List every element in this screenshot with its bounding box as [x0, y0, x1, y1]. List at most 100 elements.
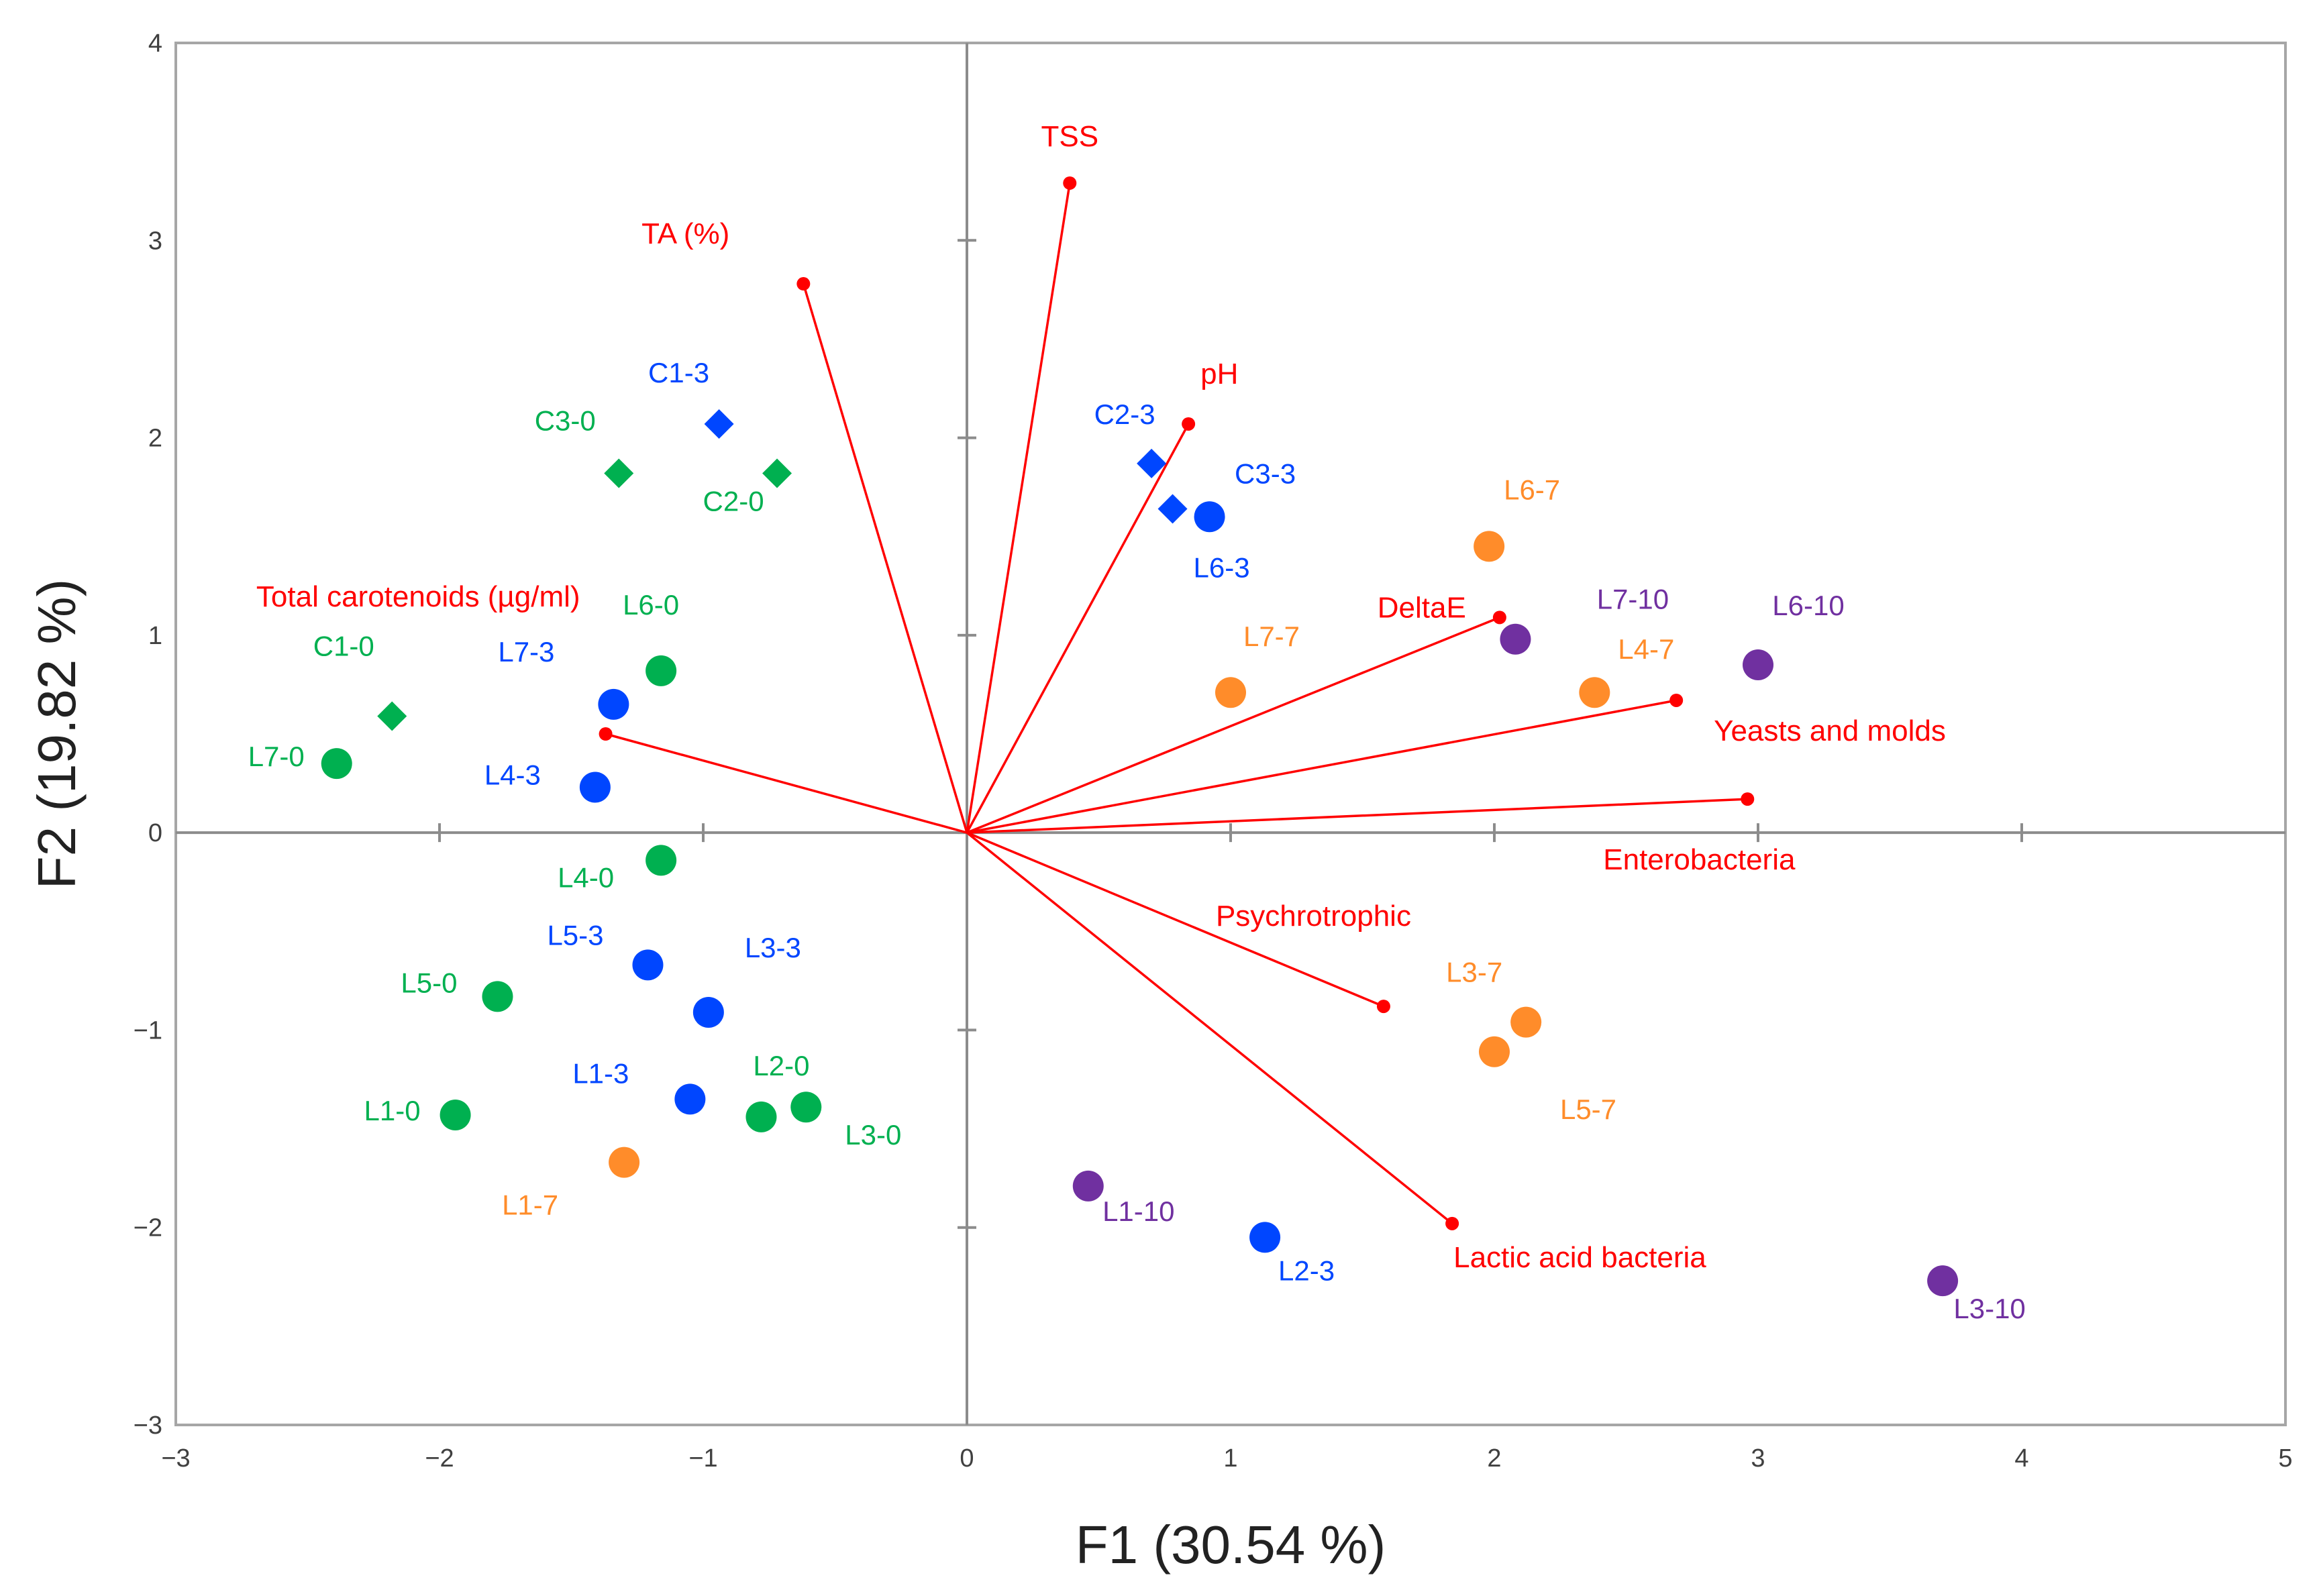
vector-label: Total carotenoids (µg/ml) — [256, 580, 580, 613]
circle-point — [1194, 501, 1225, 533]
diamond-point — [704, 409, 734, 439]
circle-point — [1579, 677, 1610, 708]
loading-vector — [966, 798, 1748, 834]
x-tick-label: −3 — [161, 1444, 190, 1473]
circle-point — [646, 845, 677, 876]
circle-point — [1500, 623, 1531, 655]
point-label: L2-3 — [1278, 1255, 1335, 1286]
vector-label: Psychrotrophic — [1216, 900, 1411, 933]
point-label: L6-3 — [1194, 551, 1250, 583]
point-label: L3-0 — [845, 1119, 901, 1151]
circle-point — [579, 772, 611, 803]
vector-label: Lactic acid bacteria — [1453, 1241, 1706, 1274]
observation-points: C3-0 C2-0 C1-0 L7-0 L6-0 L4-0 L5-0 L1-0 L2-0 L3-0… — [248, 357, 2026, 1324]
y-tick-label: 1 — [148, 622, 162, 650]
axis-ticks: −3 −2 −1 0 1 2 3 4 5 −3 −2 −1 0 1 2 3 4 — [134, 30, 2293, 1473]
point-label: C2-3 — [1094, 398, 1155, 430]
y-tick-label: −3 — [134, 1412, 162, 1440]
vector-label: TA (%) — [641, 217, 729, 250]
point-label: L3-3 — [745, 932, 801, 963]
x-tick-label: 5 — [2278, 1444, 2292, 1473]
circle-point — [674, 1083, 706, 1115]
loading-vector — [605, 733, 968, 834]
point-label: C3-0 — [535, 405, 596, 437]
point-label: L5-3 — [547, 919, 603, 951]
point-label: L1-7 — [502, 1189, 558, 1221]
y-tick-label: 4 — [148, 30, 162, 58]
point-label: L7-0 — [248, 741, 305, 772]
circle-point — [1479, 1036, 1510, 1067]
circle-point — [1072, 1170, 1104, 1202]
y-tick-label: −2 — [134, 1214, 162, 1242]
circle-point — [692, 996, 724, 1028]
vector-label: Yeasts and molds — [1714, 714, 1946, 747]
loading-vector — [966, 616, 1500, 834]
point-label: C3-3 — [1235, 458, 1296, 490]
x-tick-label: −1 — [688, 1444, 717, 1473]
point-label: L7-7 — [1243, 621, 1300, 652]
point-label: L6-0 — [623, 589, 679, 621]
y-tick-label: −1 — [134, 1016, 162, 1045]
x-tick-label: 2 — [1487, 1444, 1501, 1473]
loading-vector — [966, 699, 1677, 834]
circle-point — [440, 1099, 471, 1130]
plot-frame — [174, 42, 2287, 1426]
loading-vector — [966, 182, 1071, 833]
y-axis-title: F2 (19.82 %) — [27, 579, 87, 889]
x-axis-title: F1 (30.54 %) — [1076, 1515, 1386, 1575]
x-tick-label: 0 — [960, 1444, 974, 1473]
vector-label: Enterobacteria — [1603, 843, 1796, 876]
circle-point — [1743, 649, 1773, 680]
circle-point — [321, 748, 352, 780]
y-tick-label: 3 — [148, 227, 162, 255]
point-label: C1-3 — [648, 357, 709, 388]
vector-tip — [1492, 610, 1506, 625]
vector-tip — [1376, 1000, 1390, 1014]
point-label: C1-0 — [313, 631, 374, 662]
circle-point — [1927, 1265, 1959, 1297]
loading-vector — [966, 423, 1190, 833]
circle-point — [790, 1092, 822, 1123]
loading-vector — [966, 831, 1453, 1225]
circle-point — [1510, 1006, 1542, 1038]
point-label: L1-10 — [1102, 1195, 1174, 1227]
loading-vector — [966, 831, 1384, 1008]
vector-tip — [1669, 693, 1684, 707]
point-label: L6-7 — [1504, 474, 1560, 505]
diamond-point — [1157, 494, 1188, 524]
vector-tip — [1182, 417, 1196, 431]
point-label: L5-7 — [1560, 1094, 1616, 1125]
x-tick-label: 1 — [1223, 1444, 1237, 1473]
circle-point — [482, 981, 513, 1012]
circle-point — [632, 949, 664, 981]
circle-point — [646, 655, 677, 686]
diamond-point — [377, 701, 407, 731]
vector-label: DeltaE — [1378, 591, 1466, 624]
vector-tip — [796, 277, 811, 291]
circle-point — [1249, 1222, 1281, 1253]
point-label: L7-10 — [1597, 584, 1669, 615]
circle-point — [1215, 677, 1246, 708]
circle-point — [598, 688, 629, 720]
point-label: L3-7 — [1446, 957, 1502, 988]
x-tick-label: 3 — [1751, 1444, 1765, 1473]
point-label: L5-0 — [401, 967, 457, 998]
vector-label: TSS — [1041, 120, 1098, 153]
x-tick-label: 4 — [2014, 1444, 2028, 1473]
diamond-point — [762, 458, 792, 488]
point-label: L2-0 — [753, 1050, 809, 1081]
diamond-point — [1137, 448, 1167, 478]
circle-point — [609, 1147, 640, 1178]
point-label: L7-3 — [498, 636, 554, 668]
point-label: L3-10 — [1953, 1293, 2025, 1324]
diamond-point — [604, 458, 634, 488]
x-tick-label: −2 — [425, 1444, 454, 1473]
vector-tip — [1445, 1216, 1459, 1230]
vector-label: pH — [1200, 358, 1238, 390]
loading-vectors: TSS TA (%) pH Total carotenoids (µg/ml) Delt… — [256, 120, 1946, 1274]
circle-point — [1474, 531, 1505, 562]
vector-tip — [1063, 176, 1077, 190]
circle-point — [745, 1101, 777, 1132]
point-label: L4-7 — [1618, 633, 1674, 665]
